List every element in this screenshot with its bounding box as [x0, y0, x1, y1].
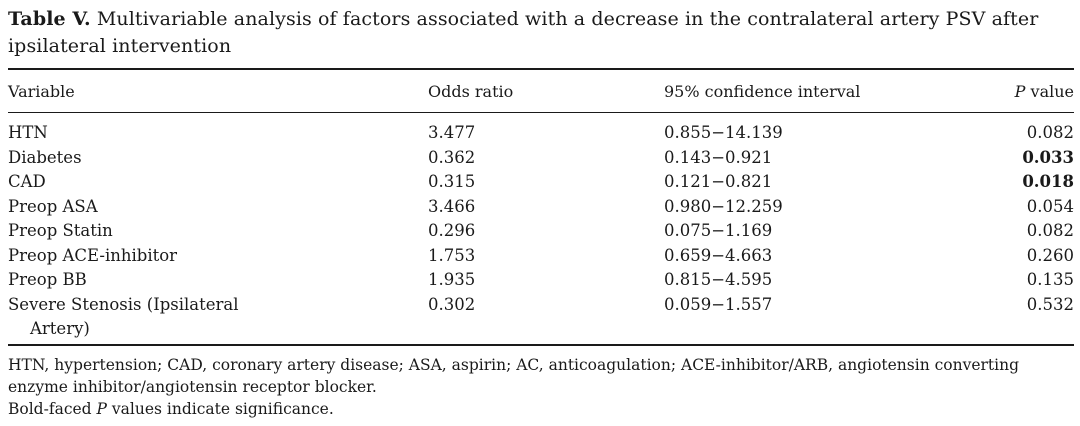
- table-footnotes: HTN, hypertension; CAD, coronary artery …: [8, 354, 1074, 420]
- cell-p-value: 0.532: [1026, 294, 1074, 314]
- cell-p-value-significant: 0.018: [1022, 172, 1074, 191]
- header-rule: [8, 112, 1074, 113]
- cell-odds-ratio: 0.362: [428, 147, 476, 167]
- header-p-rest: value: [1025, 81, 1074, 101]
- cell-ci: 0.855−14.139: [664, 123, 783, 142]
- variable-wrapped: Severe Stenosis (Ipsilateral Artery): [8, 293, 268, 342]
- cell-ci: 0.659−4.663: [664, 245, 773, 265]
- cell-odds-ratio: 1.753: [428, 245, 476, 265]
- cell-variable: Severe Stenosis (Ipsilateral Artery): [8, 293, 428, 342]
- header-p-value: P value: [944, 70, 1074, 112]
- cell-variable: CAD: [8, 172, 46, 191]
- cell-ci: 0.143−0.921: [664, 147, 773, 167]
- significance-post: values indicate significance.: [106, 399, 334, 418]
- cell-ci: 0.980−12.259: [664, 196, 783, 216]
- cell-ci: 0.059−1.557: [664, 294, 773, 314]
- cell-odds-ratio: 0.315: [428, 172, 476, 191]
- cell-odds-ratio: 3.466: [428, 196, 476, 216]
- footnote-abbreviations: HTN, hypertension; CAD, coronary artery …: [8, 355, 1020, 396]
- table-row: Preop Statin 0.296 0.075−1.169 0.082: [8, 219, 1074, 244]
- header-odds-ratio: Odds ratio: [428, 81, 514, 101]
- cell-ci: 0.121−0.821: [664, 172, 773, 191]
- cell-p-value: 0.082: [1026, 221, 1074, 240]
- top-rule: [8, 68, 1074, 70]
- cell-variable: HTN: [8, 123, 48, 142]
- cell-variable: Preop Statin: [8, 221, 113, 240]
- table-row: Preop BB 1.935 0.815−4.595 0.135: [8, 268, 1074, 293]
- results-body: HTN 3.477 0.855−14.139 0.082 Diabetes 0.…: [8, 113, 1074, 344]
- caption-text: Multivariable analysis of factors associ…: [8, 8, 1039, 57]
- header-row: Variable Odds ratio 95% confidence inter…: [8, 70, 1074, 112]
- cell-p-value: 0.054: [1026, 196, 1074, 216]
- cell-odds-ratio: 0.296: [428, 221, 476, 240]
- table-row: CAD 0.315 0.121−0.821 0.018: [8, 170, 1074, 195]
- table-row: Preop ASA 3.466 0.980−12.259 0.054: [8, 195, 1074, 220]
- table-row: HTN 3.477 0.855−14.139 0.082: [8, 121, 1074, 146]
- table-row: Preop ACE-inhibitor 1.753 0.659−4.663 0.…: [8, 244, 1074, 269]
- bottom-rule: [8, 343, 1074, 346]
- table-figure: Table V. Multivariable analysis of facto…: [8, 6, 1074, 420]
- header-variable: Variable: [8, 81, 75, 101]
- cell-variable: Diabetes: [8, 147, 82, 167]
- footnote-significance: Bold-faced P values indicate significanc…: [8, 398, 1074, 420]
- spacer-row: [8, 113, 1074, 121]
- header-p-italic: P: [1014, 81, 1026, 101]
- significance-p: P: [96, 399, 107, 418]
- cell-p-value-significant: 0.033: [1022, 147, 1074, 167]
- cell-odds-ratio: 3.477: [428, 123, 476, 142]
- cell-variable: Preop ACE-inhibitor: [8, 245, 178, 265]
- table-row: Severe Stenosis (Ipsilateral Artery) 0.3…: [8, 293, 1074, 342]
- cell-odds-ratio: 0.302: [428, 294, 476, 314]
- cell-odds-ratio: 1.935: [428, 270, 476, 289]
- cell-variable: Preop ASA: [8, 196, 98, 216]
- cell-ci: 0.075−1.169: [664, 221, 773, 240]
- caption-label: Table V.: [8, 8, 91, 30]
- cell-p-value: 0.135: [1026, 270, 1074, 289]
- variable-line-1: Severe Stenosis (Ipsilateral: [8, 294, 239, 314]
- results-table: Variable Odds ratio 95% confidence inter…: [8, 70, 1074, 112]
- cell-p-value: 0.260: [1026, 245, 1074, 265]
- table-caption: Table V. Multivariable analysis of facto…: [8, 6, 1074, 60]
- cell-ci: 0.815−4.595: [664, 270, 773, 289]
- table-row: Diabetes 0.362 0.143−0.921 0.033: [8, 146, 1074, 171]
- variable-line-2: Artery): [30, 319, 90, 338]
- cell-variable: Preop BB: [8, 270, 87, 289]
- cell-p-value: 0.082: [1026, 123, 1074, 142]
- significance-pre: Bold-faced: [8, 399, 97, 418]
- header-ci: 95% confidence interval: [664, 81, 861, 101]
